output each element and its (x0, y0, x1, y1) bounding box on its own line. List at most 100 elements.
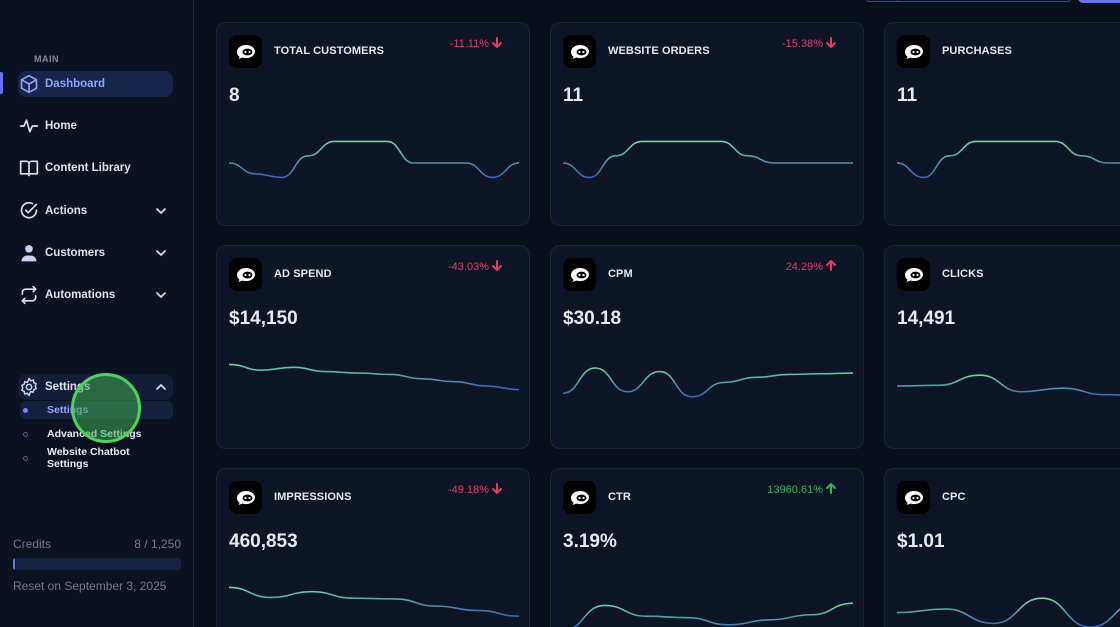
metric-value: $14,150 (229, 308, 298, 329)
activity-icon (18, 115, 40, 137)
chatbot-logo-icon (563, 258, 596, 291)
metric-card[interactable]: CPM $30.18 24.29% (550, 245, 864, 449)
metric-card[interactable]: CLICKS 14,491 (884, 245, 1120, 449)
subitem-label: Website Chatbot Settings (46, 446, 130, 470)
sidebar: MAIN Dashboard Home Content Library Acti (0, 0, 194, 627)
sparkline-path (562, 367, 854, 398)
sidebar-item-label: Home (45, 120, 77, 132)
sidebar-item-dashboard[interactable]: Dashboard (18, 71, 173, 97)
arrow-up-icon (826, 259, 836, 274)
metric-title: CTR (608, 491, 631, 503)
bullet-dot (23, 431, 28, 437)
metric-title: PURCHASES (942, 45, 1012, 57)
book-open-icon (18, 157, 40, 179)
metric-value: $30.18 (563, 308, 622, 329)
chevron-down-icon[interactable] (153, 203, 169, 219)
chevron-down-icon[interactable] (153, 287, 169, 303)
chatbot-logo-icon (229, 481, 262, 514)
sparkline-path (896, 597, 1120, 627)
sidebar-item-home[interactable]: Home (18, 113, 173, 139)
sidebar-item-label: Automations (45, 289, 116, 301)
metric-change: -11.11% (450, 37, 502, 51)
arrow-down-icon (492, 483, 502, 497)
sparkline-path (228, 363, 520, 391)
sparkline-path (228, 586, 520, 617)
sidebar-item-content-library[interactable]: Content Library (18, 155, 173, 181)
sparkline-chart (896, 597, 1120, 627)
repeat-icon (18, 284, 40, 306)
chatbot-logo-icon (229, 258, 262, 291)
metric-title: CPC (942, 491, 966, 503)
metric-title: CLICKS (942, 268, 984, 280)
chevron-up-icon[interactable] (153, 379, 169, 395)
sidebar-item-actions[interactable]: Actions (18, 198, 173, 224)
check-circle-icon (18, 200, 40, 222)
metric-change: -15.38% (782, 37, 836, 51)
metric-change-value: 24.29% (785, 261, 823, 273)
metric-change: 24.29% (785, 259, 836, 274)
chatbot-logo-icon (897, 35, 930, 68)
gear-icon (18, 376, 40, 398)
metric-title: CPM (608, 268, 633, 280)
subitem-settings[interactable]: Settings (20, 401, 173, 419)
metric-value: 8 (229, 85, 240, 106)
cube-icon (18, 73, 40, 95)
subitem-label: Settings (47, 404, 89, 416)
sparkline-chart (562, 140, 853, 179)
metric-value: 460,853 (229, 531, 298, 552)
active-indicator (0, 72, 3, 94)
metric-title: AD SPEND (274, 268, 332, 280)
metric-card[interactable]: IMPRESSIONS 460,853 -49.18% (216, 468, 530, 627)
sidebar-item-settings[interactable]: Settings (18, 374, 173, 400)
chatbot-logo-icon (897, 481, 930, 514)
sparkline-path (562, 140, 853, 179)
metric-card[interactable]: WEBSITE ORDERS 11 -15.38% (550, 22, 864, 226)
metric-change-value: -49.18% (448, 484, 489, 496)
sidebar-item-automations[interactable]: Automations (18, 282, 173, 308)
metric-card[interactable]: PURCHASES 11 (884, 22, 1120, 226)
metric-change: 13960.61% (767, 482, 836, 497)
metric-value: 11 (563, 85, 584, 106)
subitem-label: Advanced Settings (47, 428, 142, 440)
sidebar-item-customers[interactable]: Customers (18, 240, 173, 266)
metric-card[interactable]: TOTAL CUSTOMERS 8 -11.11% (216, 22, 530, 226)
metric-value: 3.19% (563, 531, 617, 552)
metric-card[interactable]: AD SPEND $14,150 -43.03% (216, 245, 530, 449)
chatbot-logo-icon (563, 35, 596, 68)
sparkline-chart (573, 602, 854, 627)
sparkline-chart (228, 140, 520, 179)
credits-panel: Credits 8 / 1,250 Reset on September 3, … (13, 537, 181, 593)
sparkline-chart (562, 367, 854, 398)
metric-card[interactable]: CTR 3.19% 13960.61% (550, 468, 864, 627)
credits-label: Credits (13, 537, 52, 551)
credits-reset-date: Reset on September 3, 2025 (13, 579, 167, 593)
credits-progress-fill (13, 558, 15, 570)
top-search-input[interactable] (866, 0, 1071, 2)
metric-value: 11 (897, 85, 918, 106)
bullet-dot (23, 407, 28, 413)
metric-title: TOTAL CUSTOMERS (274, 45, 385, 57)
metric-change-value: -15.38% (782, 38, 823, 50)
subitem-advanced-settings[interactable]: Advanced Settings (20, 425, 173, 443)
chatbot-logo-icon (897, 258, 930, 291)
metric-change-value: -11.11% (449, 38, 489, 50)
metric-title: IMPRESSIONS (274, 491, 352, 503)
sparkline-chart (896, 374, 1120, 396)
sidebar-item-label: Actions (45, 205, 88, 217)
sidebar-item-label: Customers (45, 247, 106, 259)
sparkline-path (228, 140, 520, 179)
sparkline-chart (228, 363, 520, 391)
metric-card[interactable]: CPC $1.01 (884, 468, 1120, 627)
top-action-button[interactable] (1078, 0, 1120, 3)
subitem-website-chatbot-settings[interactable]: Website Chatbot Settings (20, 446, 173, 470)
sparkline-path (896, 374, 1120, 396)
credits-progress-bar (13, 558, 181, 570)
metric-change: -43.03% (448, 260, 502, 274)
sparkline-chart (228, 586, 520, 617)
sparkline-path (573, 602, 854, 627)
chevron-down-icon[interactable] (153, 245, 169, 261)
user-icon (18, 242, 40, 264)
section-label-main: MAIN (34, 54, 59, 64)
metric-change: -49.18% (448, 483, 502, 497)
input-divider (897, 0, 898, 1)
